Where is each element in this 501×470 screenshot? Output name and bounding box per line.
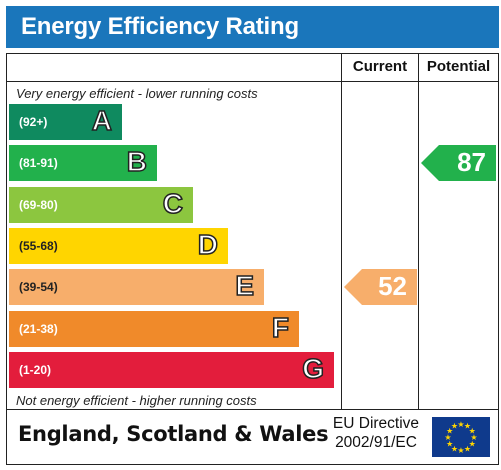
eu-directive-line1: EU Directive <box>332 415 420 432</box>
band-letter-label: D <box>197 228 219 261</box>
band-c: (69-80) C <box>9 186 193 223</box>
band-range-label: (92+) <box>19 115 48 129</box>
flag-star: ★ <box>446 440 453 449</box>
divider-header <box>7 81 498 82</box>
band-range-label: (55-68) <box>19 238 58 253</box>
current-rating-arrow: 52 <box>344 269 417 306</box>
band-b: (81-91) B <box>9 145 157 182</box>
flag-star: ★ <box>446 427 453 436</box>
band-range-label: (81-91) <box>19 156 58 171</box>
potential-rating-arrow: 87 <box>421 145 496 182</box>
band-a: (92+) A <box>9 104 122 140</box>
eu-directive-line2: 2002/91/EC <box>335 434 417 451</box>
column-header-current: Current <box>352 58 408 75</box>
eu-directive: EU Directive 2002/91/EC <box>326 414 426 452</box>
flag-star: ★ <box>464 422 471 431</box>
page-title: Energy Efficiency Rating <box>21 13 299 40</box>
flag-star: ★ <box>451 422 458 431</box>
current-rating-value: 52 <box>378 271 407 302</box>
band-e: (39-54) E <box>9 269 264 306</box>
eu-flag-icon: ★ ★ ★ ★ ★ ★ ★ ★ ★ ★ ★ ★ <box>432 417 490 457</box>
potential-rating-value: 87 <box>457 147 486 178</box>
potential-arrow-shape <box>421 145 496 182</box>
country-label: England, Scotland & Wales <box>18 422 329 446</box>
band-range-label: (39-54) <box>19 280 58 295</box>
band-letter-label: F <box>271 311 290 344</box>
band-letter-label: B <box>126 146 148 179</box>
current-arrow-shape <box>344 269 417 306</box>
flag-star: ★ <box>470 433 477 442</box>
band-range-label: (21-38) <box>19 321 58 336</box>
band-letter-label: C <box>162 187 184 220</box>
band-d: (55-68) D <box>9 227 228 264</box>
flag-star: ★ <box>457 446 464 455</box>
flag-star: ★ <box>469 427 476 436</box>
rating-table: Current Potential Very energy efficient … <box>6 53 499 465</box>
flag-star: ★ <box>451 444 458 453</box>
divider-footer <box>7 409 498 410</box>
band-letter-label: G <box>301 352 324 385</box>
header-bar: Energy Efficiency Rating <box>6 6 499 48</box>
flag-star: ★ <box>464 444 471 453</box>
band-range-label: (69-80) <box>19 197 58 212</box>
note-inefficient: Not energy efficient - higher running co… <box>16 393 257 408</box>
column-header-potential: Potential <box>426 58 491 75</box>
flag-star: ★ <box>469 440 476 449</box>
divider-current-right <box>418 54 419 409</box>
flag-star: ★ <box>457 420 464 429</box>
band-f: (21-38) F <box>9 310 299 347</box>
band-range-label: (1-20) <box>19 362 52 377</box>
divider-current-left <box>341 54 342 409</box>
flag-star: ★ <box>444 433 451 442</box>
band-letter-label: E <box>235 269 255 302</box>
band-g: (1-20) G <box>9 351 334 388</box>
note-efficient: Very energy efficient - lower running co… <box>16 86 258 101</box>
band-letter-label: A <box>91 104 113 137</box>
